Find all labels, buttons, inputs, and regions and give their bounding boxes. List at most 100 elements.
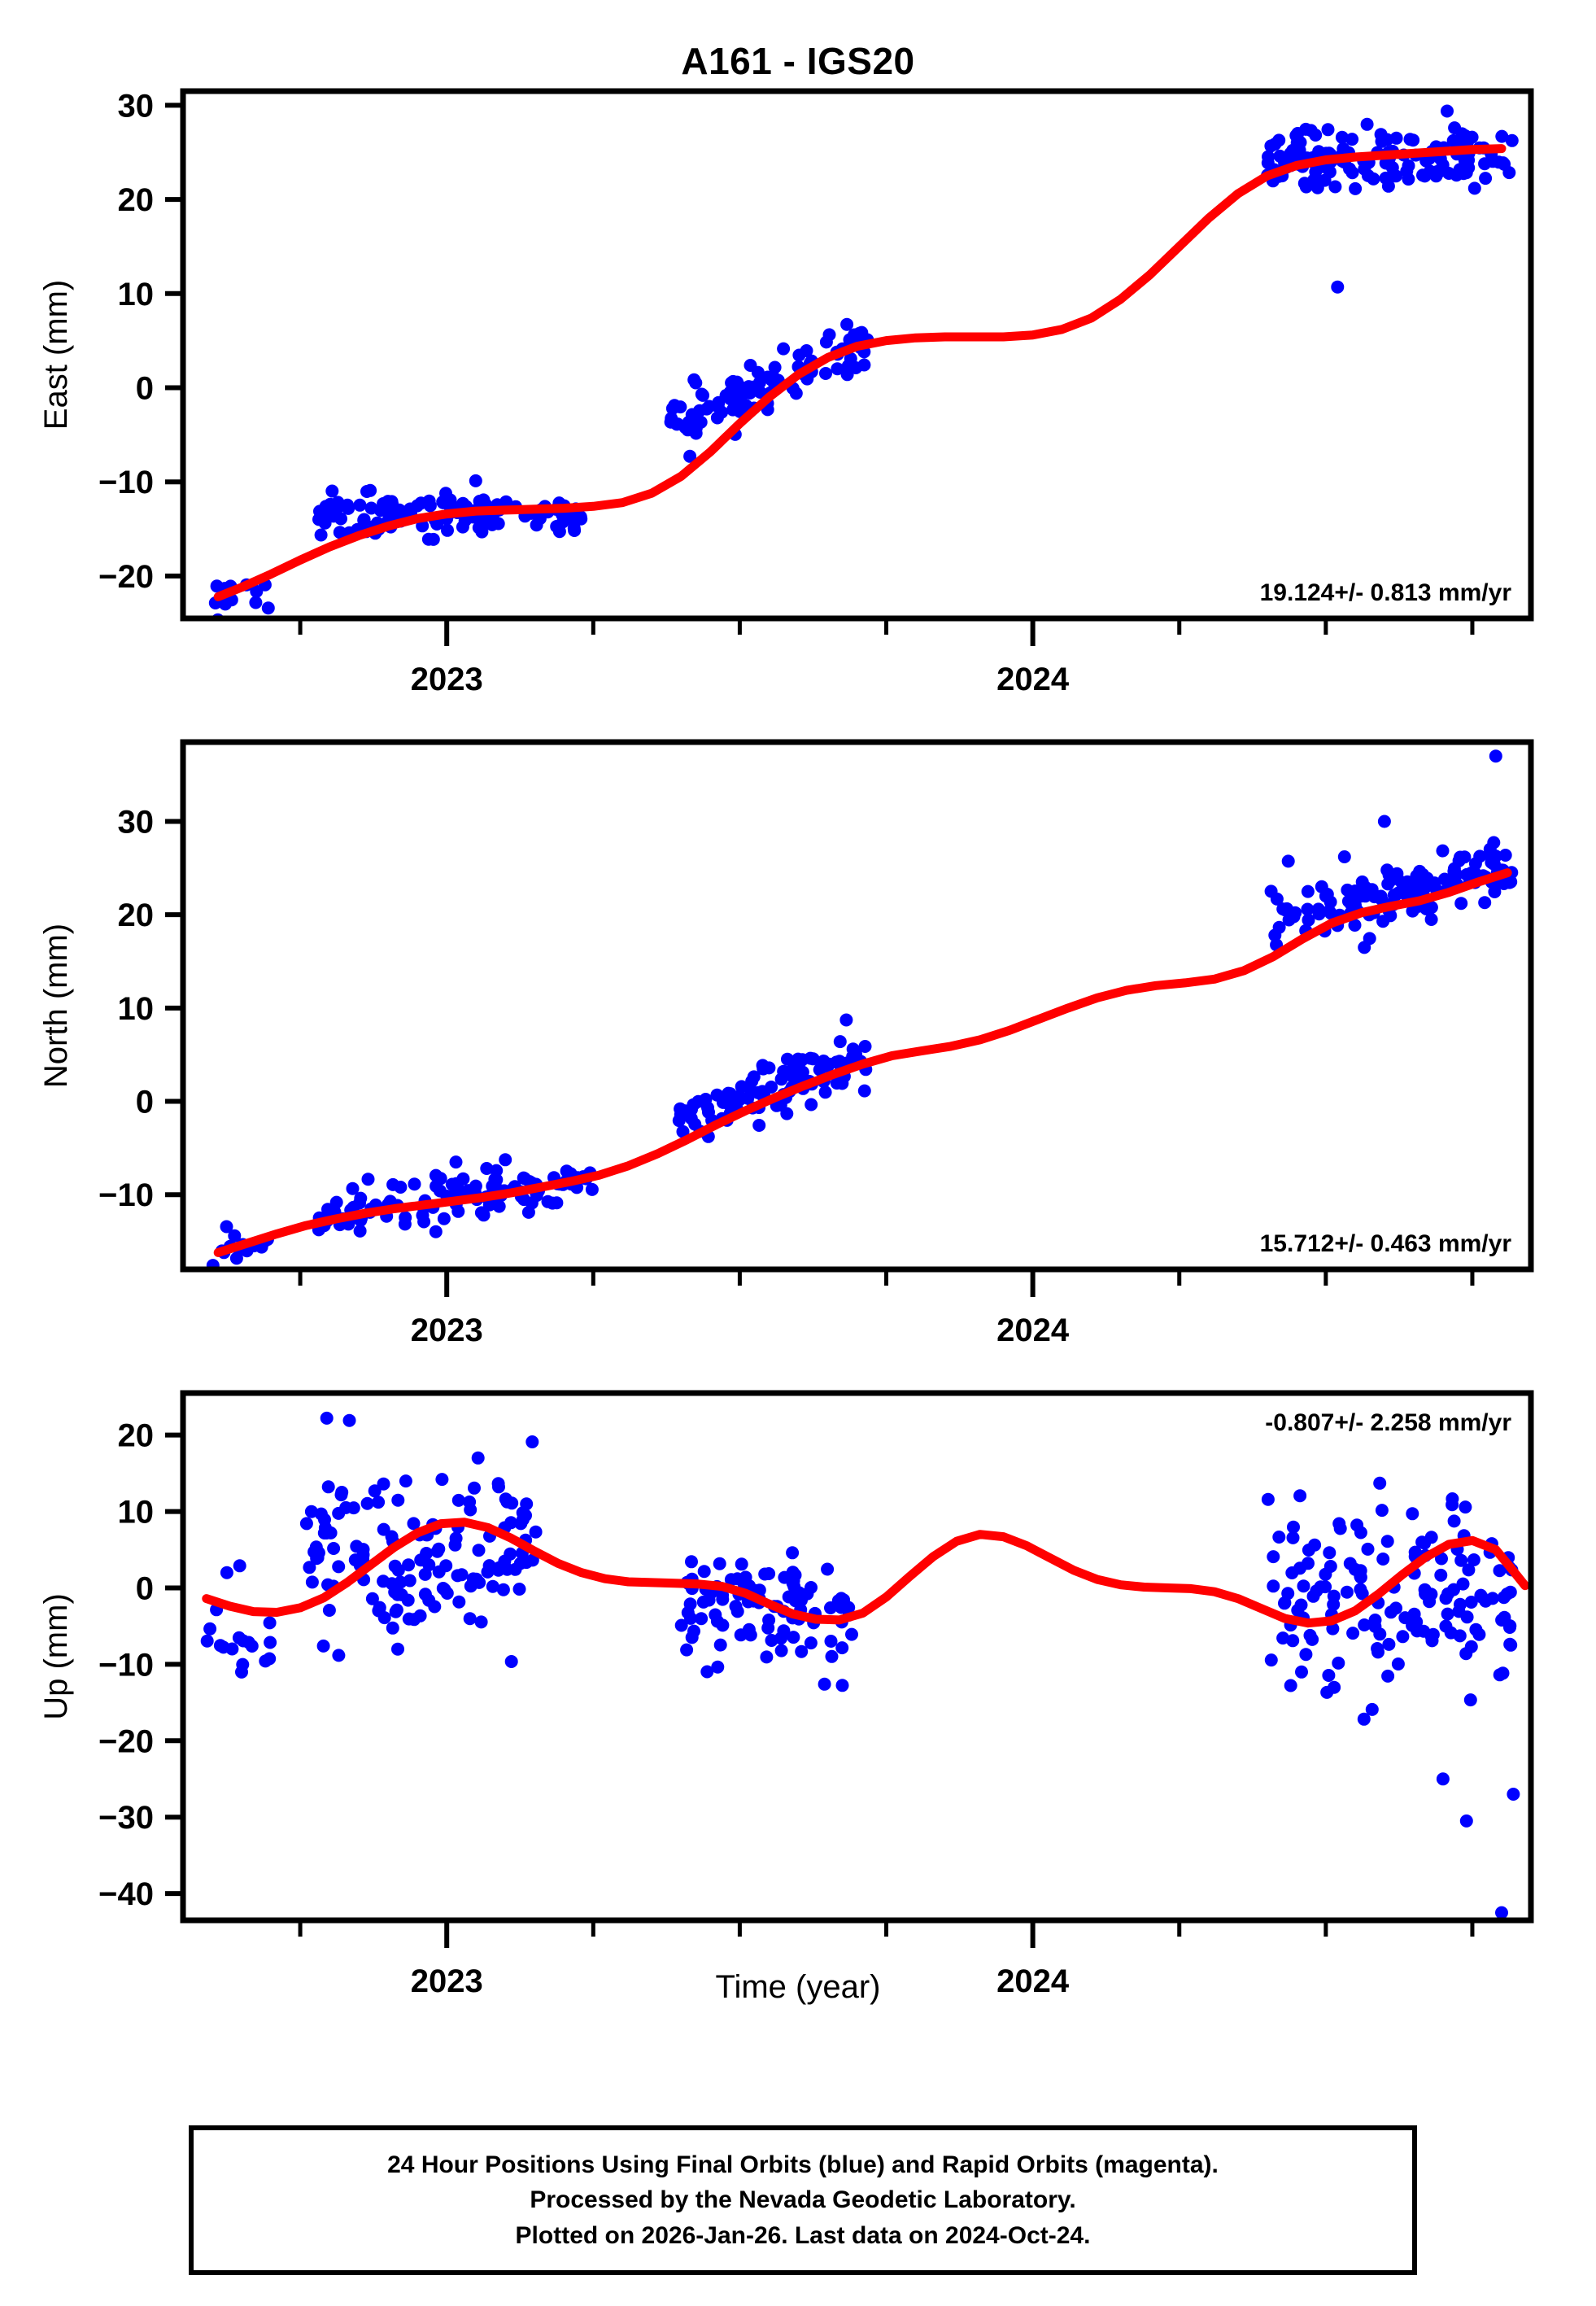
data-point bbox=[1402, 159, 1415, 173]
data-point bbox=[835, 1679, 849, 1692]
data-point bbox=[499, 1153, 512, 1167]
data-point bbox=[361, 1173, 375, 1186]
data-point bbox=[1415, 1535, 1429, 1549]
data-point bbox=[1453, 163, 1467, 177]
data-point bbox=[1419, 1587, 1432, 1601]
data-point bbox=[753, 386, 767, 399]
data-point bbox=[1304, 124, 1318, 138]
y-tick-label: 10 bbox=[118, 277, 155, 312]
data-point bbox=[386, 496, 399, 510]
data-point bbox=[451, 1493, 465, 1507]
data-point bbox=[683, 449, 697, 463]
data-point bbox=[432, 1542, 446, 1556]
data-point bbox=[1355, 875, 1369, 889]
data-point bbox=[486, 518, 499, 531]
data-point bbox=[303, 1561, 316, 1574]
data-point-outlier bbox=[1377, 815, 1391, 828]
data-point bbox=[1485, 1592, 1499, 1605]
data-point bbox=[1439, 1592, 1453, 1605]
data-point bbox=[1436, 844, 1450, 858]
data-point bbox=[429, 1225, 443, 1238]
data-point bbox=[1284, 1679, 1297, 1692]
data-point bbox=[492, 1561, 506, 1574]
data-point bbox=[312, 513, 325, 526]
data-point bbox=[1357, 1712, 1371, 1726]
data-point-outlier bbox=[1495, 1906, 1508, 1919]
data-point bbox=[299, 1517, 313, 1531]
data-point bbox=[674, 1102, 687, 1116]
data-point bbox=[317, 1526, 331, 1540]
data-point bbox=[263, 1616, 277, 1630]
data-point bbox=[220, 1566, 233, 1579]
data-point bbox=[1483, 848, 1497, 862]
data-point bbox=[1479, 172, 1493, 186]
data-point bbox=[477, 1208, 491, 1222]
data-point bbox=[365, 1592, 379, 1605]
data-point bbox=[713, 1557, 726, 1570]
model-fit-line bbox=[202, 1518, 1530, 1628]
data-point bbox=[1276, 1631, 1290, 1645]
data-point bbox=[835, 1641, 849, 1655]
plot-data-area bbox=[206, 749, 1519, 1269]
data-point bbox=[448, 1538, 462, 1552]
data-point bbox=[332, 1649, 346, 1662]
data-point bbox=[1302, 913, 1315, 927]
data-point bbox=[777, 342, 791, 356]
data-point bbox=[456, 520, 469, 534]
data-point bbox=[471, 1451, 485, 1465]
panel-north: 30 20 10 0 −10 2023 2024 North (mm) 15.712+/- 0.… bbox=[0, 729, 1596, 1380]
y-tick-label: 0 bbox=[136, 371, 154, 407]
data-point bbox=[499, 1492, 512, 1506]
data-point bbox=[845, 1627, 858, 1641]
data-point bbox=[1264, 884, 1278, 898]
data-point bbox=[1323, 1560, 1337, 1573]
data-point bbox=[433, 1184, 447, 1198]
data-point bbox=[689, 426, 703, 440]
data-point bbox=[451, 1204, 465, 1218]
data-point bbox=[394, 1181, 408, 1194]
data-point bbox=[1419, 154, 1433, 168]
data-point bbox=[1281, 1587, 1295, 1601]
data-point bbox=[722, 1086, 735, 1100]
data-point bbox=[1398, 880, 1412, 893]
data-point bbox=[391, 1642, 404, 1656]
data-point bbox=[550, 1196, 564, 1210]
data-point bbox=[1295, 1665, 1308, 1679]
data-point bbox=[1465, 130, 1479, 144]
data-point bbox=[768, 360, 782, 374]
data-point bbox=[353, 1224, 367, 1238]
data-point bbox=[1376, 1553, 1390, 1566]
data-point bbox=[819, 367, 832, 380]
data-point bbox=[449, 1155, 463, 1169]
data-point bbox=[1335, 130, 1349, 144]
data-point bbox=[372, 1496, 386, 1509]
data-point bbox=[780, 1107, 794, 1120]
data-point bbox=[685, 1103, 698, 1116]
data-point bbox=[787, 1631, 800, 1644]
data-point bbox=[333, 498, 347, 512]
data-point bbox=[1308, 1538, 1322, 1552]
data-point bbox=[1467, 181, 1481, 195]
data-point bbox=[474, 1615, 488, 1629]
caption-line-3: Plotted on 2026-Jan-26. Last data on 202… bbox=[515, 2221, 1091, 2249]
data-point bbox=[1281, 854, 1295, 868]
data-point bbox=[685, 1555, 698, 1569]
data-point bbox=[309, 1540, 323, 1554]
data-point bbox=[353, 498, 367, 512]
y-axis-label: North (mm) bbox=[38, 924, 74, 1088]
data-point bbox=[329, 1195, 343, 1209]
data-point bbox=[1454, 1597, 1467, 1611]
data-point bbox=[1456, 1577, 1470, 1591]
rate-annotation: 15.712+/- 0.463 mm/yr bbox=[1260, 1230, 1512, 1257]
data-point bbox=[824, 1635, 838, 1648]
data-point bbox=[1350, 1518, 1364, 1532]
data-point bbox=[1301, 884, 1315, 898]
data-point bbox=[1301, 902, 1315, 916]
data-point bbox=[513, 1557, 527, 1570]
data-point bbox=[747, 1070, 761, 1084]
data-point bbox=[735, 381, 748, 395]
caption-box: 24 Hour Positions Using Final Orbits (bl… bbox=[189, 2125, 1417, 2275]
data-point bbox=[1368, 1619, 1382, 1633]
data-point bbox=[420, 1547, 434, 1560]
x-tick-label: 2024 bbox=[996, 1312, 1070, 1348]
